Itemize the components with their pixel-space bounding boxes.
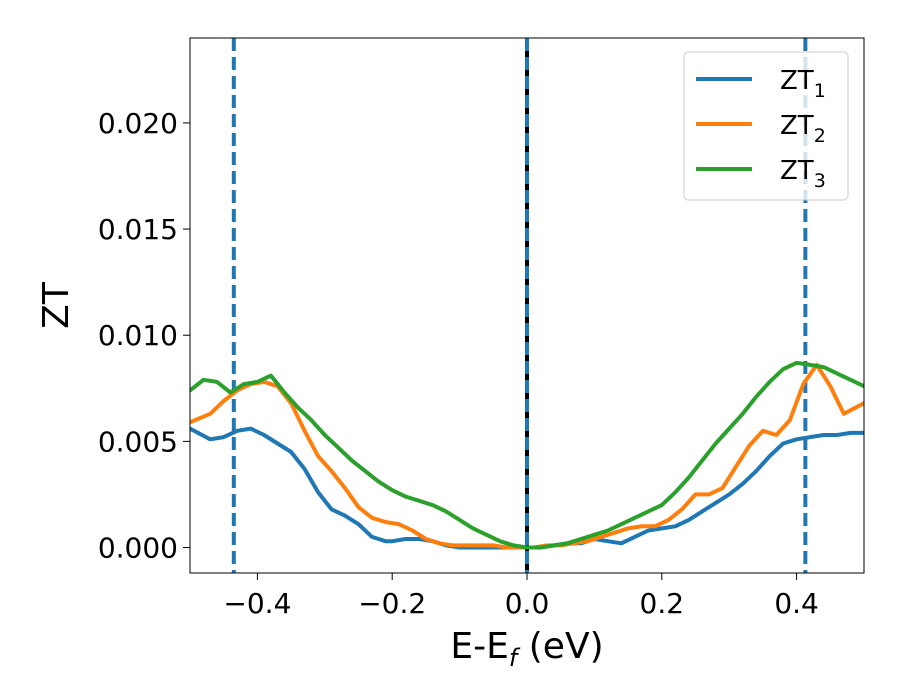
x-tick-label: −0.4: [223, 587, 291, 620]
x-tick-label: −0.2: [358, 587, 426, 620]
y-tick-label: 0.015: [98, 213, 178, 246]
x-tick-label: 0.4: [774, 587, 819, 620]
y-tick-label: 0.005: [98, 425, 178, 458]
legend: ZT1 ZT2 ZT3: [683, 51, 849, 201]
series-lines: [190, 360, 864, 550]
x-axis-ticks: −0.4 −0.2 0.0 0.2 0.4: [223, 573, 819, 620]
x-tick-label: 0.2: [640, 587, 685, 620]
series-line-zt3: [190, 360, 864, 550]
y-axis-ticks: 0.000 0.005 0.010 0.015 0.020: [98, 107, 190, 565]
y-axis-label: ZT: [36, 281, 77, 329]
x-tick-label: 0.0: [505, 587, 550, 620]
legend-label-zt3: ZT3: [780, 156, 826, 192]
reference-lines: [231, 38, 808, 573]
x-axis-label: E-Ef (eV): [450, 626, 603, 672]
legend-box: [683, 51, 849, 201]
y-tick-label: 0.000: [98, 532, 178, 565]
legend-label-zt2: ZT2: [780, 111, 826, 147]
legend-label-zt1: ZT1: [780, 66, 826, 102]
y-tick-label: 0.010: [98, 319, 178, 352]
y-tick-label: 0.020: [98, 107, 178, 140]
